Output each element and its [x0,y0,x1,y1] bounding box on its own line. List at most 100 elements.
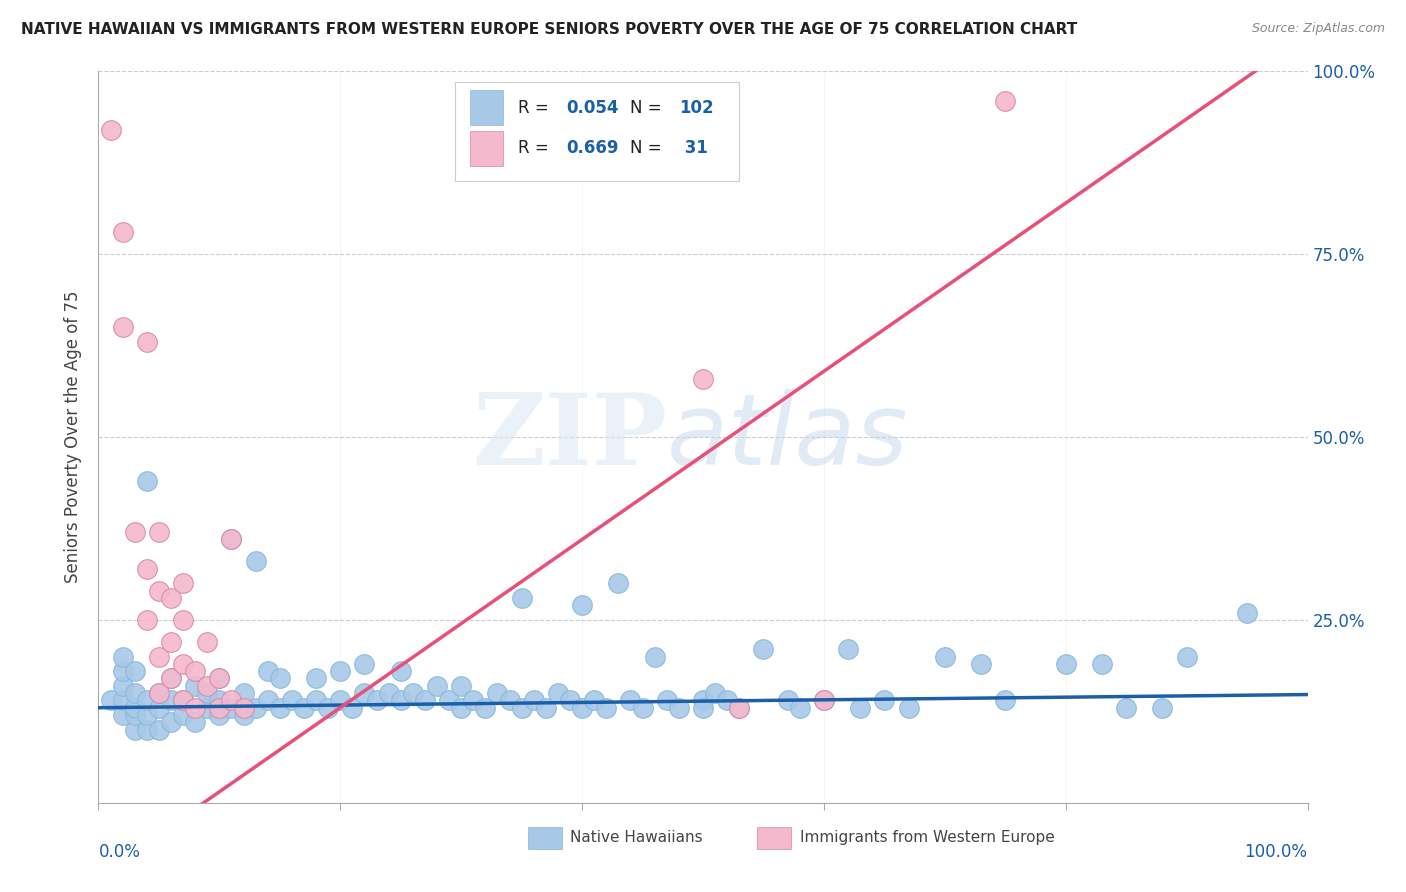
Point [256,693,278,707]
Point [1115,700,1137,714]
Point [934,649,956,664]
Text: 0.054: 0.054 [567,99,619,117]
Point [342,700,364,714]
Point [111,679,134,693]
Point [897,700,920,714]
Point [100,123,122,137]
Point [124,525,146,540]
Point [377,686,399,700]
Point [245,700,267,714]
Point [195,635,218,649]
Text: 0.669: 0.669 [567,139,619,157]
Point [716,693,738,707]
Point [221,533,243,547]
Point [135,562,157,576]
FancyBboxPatch shape [456,82,740,181]
Point [353,657,375,671]
Point [208,708,231,723]
Point [221,533,243,547]
Point [124,708,146,723]
Point [329,693,352,707]
Point [426,679,449,693]
Point [970,657,993,671]
Point [837,642,859,657]
Point [353,686,375,700]
Point [195,679,218,693]
Point [704,686,727,700]
Point [135,723,157,737]
Point [148,700,170,714]
Point [135,474,157,488]
Point [728,700,751,714]
Point [583,693,606,707]
Point [305,672,328,686]
Point [523,693,546,707]
Point [172,576,194,591]
Point [148,686,170,700]
Point [1091,657,1114,671]
Point [111,708,134,723]
Point [510,700,533,714]
Point [655,693,678,707]
Point [789,700,811,714]
Point [160,715,183,730]
Point [474,700,496,714]
Point [1054,657,1077,671]
Text: N =: N = [630,99,668,117]
Point [558,693,581,707]
Text: R =: R = [517,139,554,157]
Point [184,664,207,678]
Point [148,583,170,598]
Point [486,686,509,700]
Point [534,700,557,714]
Point [752,642,775,657]
Point [232,700,254,714]
Point [292,700,315,714]
Point [813,693,835,707]
Point [728,700,751,714]
Text: Native Hawaiians: Native Hawaiians [569,830,703,846]
Point [124,700,146,714]
Point [1175,649,1198,664]
Point [221,700,243,714]
Point [124,664,146,678]
Point [692,700,714,714]
Point [547,686,569,700]
Point [873,693,896,707]
Point [135,693,157,707]
Point [195,686,218,700]
Point [498,693,520,707]
Point [595,700,617,714]
Y-axis label: Seniors Poverty Over the Age of 75: Seniors Poverty Over the Age of 75 [65,291,83,583]
Point [172,613,194,627]
Point [316,700,339,714]
Point [607,576,630,591]
Point [245,554,267,568]
Point [571,599,593,613]
Point [450,679,472,693]
Point [329,664,352,678]
Text: R =: R = [517,99,554,117]
Point [1152,700,1174,714]
Point [221,693,243,707]
Point [389,664,412,678]
Point [463,693,485,707]
Point [184,679,207,693]
Text: 0.0%: 0.0% [98,843,141,861]
Point [184,700,207,714]
Point [232,708,254,723]
Point [172,693,194,707]
FancyBboxPatch shape [470,90,503,126]
Point [450,700,472,714]
Point [160,635,183,649]
Point [160,591,183,605]
Point [776,693,799,707]
Point [160,693,183,707]
Point [135,708,157,723]
Point [148,686,170,700]
Point [208,672,231,686]
Point [208,672,231,686]
Point [172,708,194,723]
Point [437,693,460,707]
Point [100,693,122,707]
